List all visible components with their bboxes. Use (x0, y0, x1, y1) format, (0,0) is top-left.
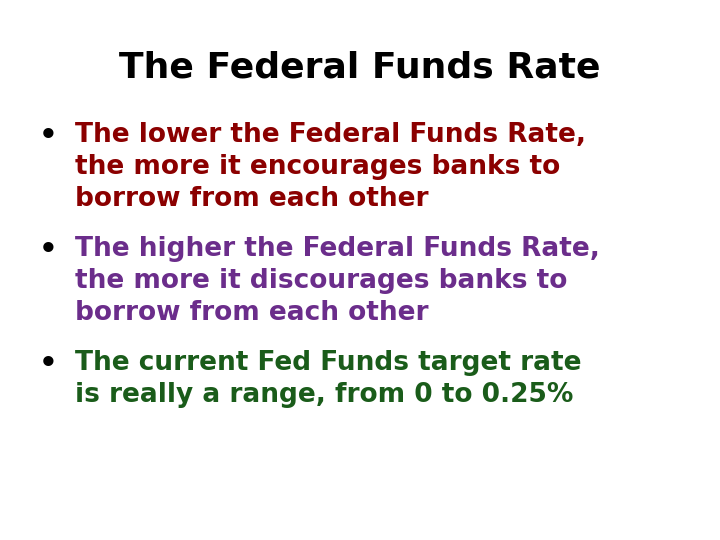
Text: borrow from each other: borrow from each other (75, 186, 428, 212)
Text: The higher the Federal Funds Rate,: The higher the Federal Funds Rate, (75, 236, 600, 262)
Text: •: • (39, 350, 58, 378)
Text: borrow from each other: borrow from each other (75, 300, 428, 326)
Text: •: • (39, 122, 58, 150)
Text: the more it discourages banks to: the more it discourages banks to (75, 268, 567, 294)
Text: The Federal Funds Rate: The Federal Funds Rate (120, 50, 600, 84)
Text: is really a range, from 0 to 0.25%: is really a range, from 0 to 0.25% (75, 382, 573, 408)
Text: •: • (39, 236, 58, 264)
Text: the more it encourages banks to: the more it encourages banks to (75, 154, 560, 180)
Text: The current Fed Funds target rate: The current Fed Funds target rate (75, 350, 582, 376)
Text: The lower the Federal Funds Rate,: The lower the Federal Funds Rate, (75, 122, 586, 148)
